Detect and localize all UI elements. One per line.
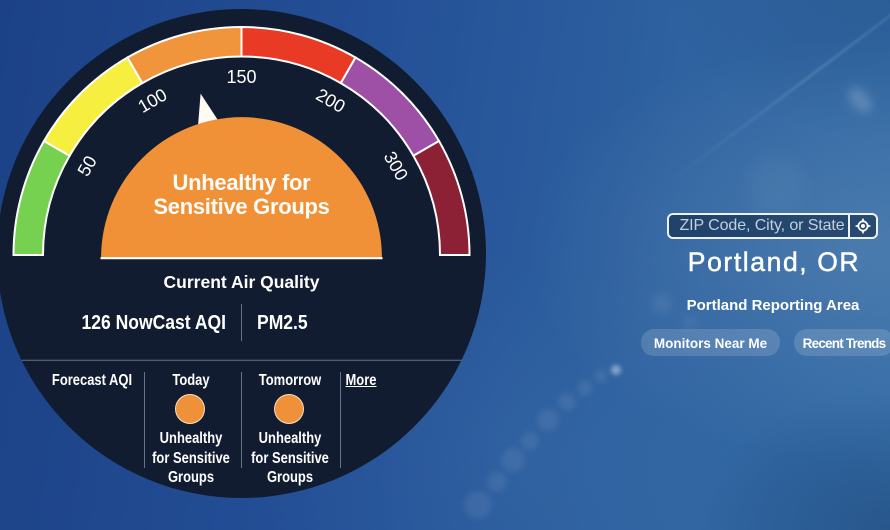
svg-text:150: 150 <box>226 67 256 87</box>
